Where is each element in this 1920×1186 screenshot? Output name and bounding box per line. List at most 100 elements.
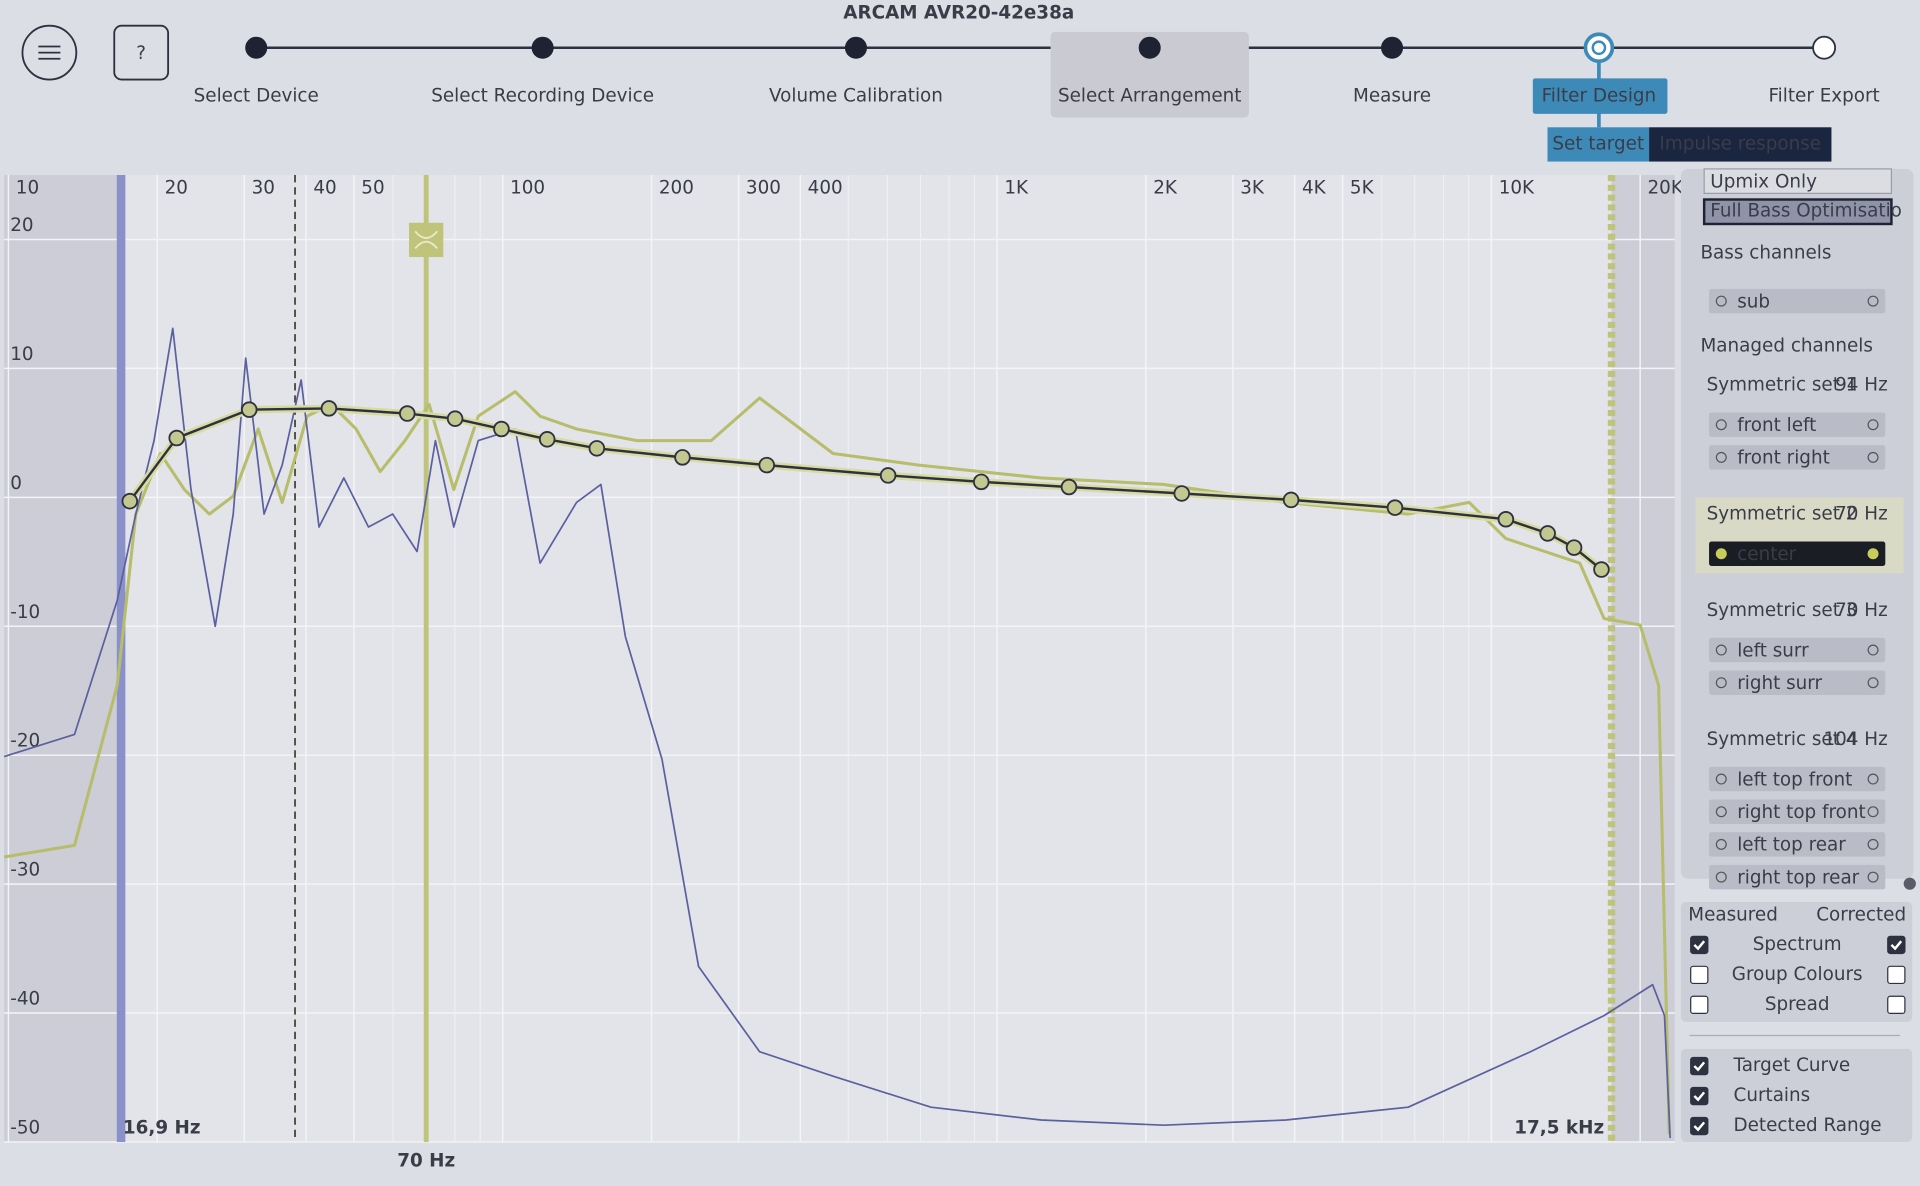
subtab-label[interactable]: Set target [1552,133,1644,154]
sidebar: Upmix Only Full Bass Optimisatio Bass chan… [1680,168,1916,1142]
channel-button[interactable] [1709,541,1886,566]
step-dot[interactable] [844,36,867,59]
step-label[interactable]: Select Recording Device [431,86,654,107]
channel-button[interactable] [1709,670,1886,695]
help-button[interactable] [113,24,170,81]
x-tick-label: 20K [1648,177,1684,198]
channel-label[interactable]: right top front [1737,802,1865,823]
checkbox[interactable] [1690,995,1709,1015]
target-point[interactable] [879,467,897,484]
channel-button[interactable] [1709,832,1886,857]
set-name: Symmetric set 1 [1707,375,1858,396]
overlay-label[interactable]: Detected Range [1734,1115,1882,1136]
scroll-handle[interactable] [1903,877,1916,890]
preset-button[interactable] [1703,168,1893,194]
channel-label[interactable]: right top rear [1737,867,1859,888]
step-dot[interactable] [531,36,554,59]
channel-button[interactable] [1709,766,1886,792]
target-point[interactable] [538,431,556,448]
preset-label[interactable]: Upmix Only [1710,171,1817,192]
x-tick-label: 2K [1153,177,1178,198]
target-point[interactable] [1173,485,1191,502]
checkbox[interactable] [1690,965,1709,985]
channel-label[interactable]: center [1737,544,1796,565]
set-name: Symmetric set 4 [1707,729,1858,750]
set-name: Symmetric set 2 [1707,504,1858,525]
x-tick-label: 40 [313,177,336,198]
step-label[interactable]: Select Arrangement [1058,86,1242,107]
checkbox[interactable] [1690,1116,1709,1136]
channel-label[interactable]: left top rear [1737,835,1846,856]
channel-label[interactable]: left top front [1737,769,1852,790]
channel-button[interactable] [1709,445,1886,470]
target-point[interactable] [320,400,338,417]
y-tick-label: 0 [10,473,22,494]
channel-label[interactable]: right surr [1737,673,1822,694]
step-dot[interactable] [1812,35,1837,60]
crossover-icon [414,230,438,250]
target-point[interactable] [1282,491,1300,509]
step-label[interactable]: Select Device [194,86,319,107]
overlay-label[interactable]: Target Curve [1733,1055,1851,1076]
overlay-panel [1680,1048,1913,1142]
channel-dot [1867,451,1879,463]
step-dot[interactable] [1583,32,1615,64]
target-point[interactable] [399,405,416,422]
step-dot[interactable] [1138,36,1161,59]
channel-button[interactable] [1709,288,1886,314]
checkbox[interactable] [1690,935,1709,955]
target-point[interactable] [1060,478,1078,496]
menu-icon [38,45,61,60]
x-tick-label: 1K [1004,177,1029,198]
overlay-label[interactable]: Curtains [1734,1085,1811,1106]
target-point[interactable] [1497,510,1515,528]
target-point[interactable] [493,420,510,438]
target-point[interactable] [1565,539,1583,556]
y-tick-label: -50 [10,1117,40,1138]
subtab-bg[interactable] [1547,127,1650,162]
crossover-handle[interactable] [409,222,444,258]
step-dot[interactable] [245,36,268,59]
step-label[interactable]: Measure [1353,86,1431,107]
preset-label[interactable]: Full Bass Optimisatio [1710,201,1902,222]
preset-button[interactable] [1702,198,1893,226]
subtab-label[interactable]: Impulse response [1659,133,1821,154]
channel-label[interactable]: sub [1737,291,1770,312]
target-point[interactable] [1539,525,1556,542]
checkbox[interactable] [1887,965,1906,985]
target-point[interactable] [240,401,258,418]
channel-dot [1715,677,1727,689]
target-point[interactable] [758,456,775,474]
x-tick-label: 50 [361,177,384,198]
step-label[interactable]: Filter Design [1542,86,1657,107]
channel-label[interactable]: front left [1737,415,1816,436]
target-point[interactable] [588,440,606,457]
channel-button[interactable] [1709,799,1886,824]
checkbox[interactable] [1887,935,1906,955]
checkmark [1693,1121,1706,1132]
subtab-bg[interactable] [1649,127,1832,162]
channel-dot [1715,838,1727,850]
step-label[interactable]: Volume Calibration [769,86,943,107]
target-point[interactable] [121,492,139,510]
channel-button[interactable] [1709,864,1886,890]
target-point[interactable] [168,429,185,447]
menu-button[interactable] [21,24,78,81]
checkbox[interactable] [1690,1056,1709,1076]
step-label[interactable]: Filter Export [1768,86,1879,107]
channel-button[interactable] [1709,412,1886,437]
target-point[interactable] [972,473,990,491]
step-dot[interactable] [1381,36,1404,59]
target-point[interactable] [674,449,691,466]
target-point[interactable] [446,410,464,427]
checkbox[interactable] [1887,995,1906,1015]
target-point[interactable] [1593,561,1610,578]
channel-label[interactable]: front right [1737,448,1830,469]
channel-button[interactable] [1709,637,1886,663]
channel-label[interactable]: left surr [1737,640,1809,661]
channel-dot [1715,773,1727,785]
plot-area [4,175,1675,1142]
checkmark [1693,1061,1706,1072]
target-point[interactable] [1386,499,1404,516]
checkbox[interactable] [1690,1086,1709,1106]
